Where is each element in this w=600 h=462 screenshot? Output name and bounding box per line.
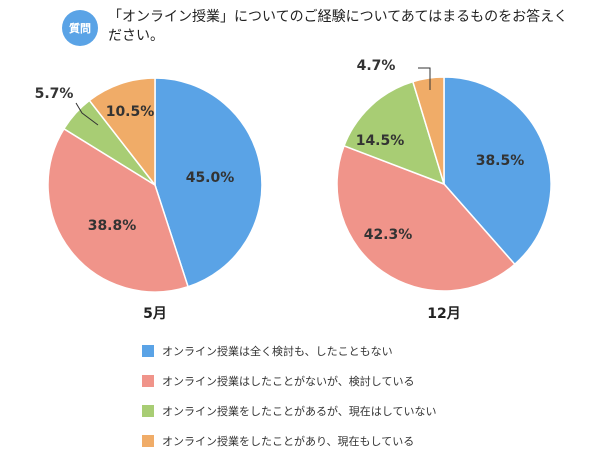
pie-1-label-1: 42.3% [364,227,413,243]
legend-label: オンライン授業をしたことがあるが、現在はしていない [162,405,437,418]
question-text: 「オンライン授業」についてのご経験についてあてはまるものをお答えください。 [108,9,568,44]
pie-1-slice-1 [336,144,516,292]
pie-0-label-2: 5.7% [35,86,74,102]
pie-1-slice-0 [443,76,552,266]
legend-swatch [142,345,154,357]
pie-0-slice-1 [47,127,190,293]
legend-item: オンライン授業はしたことがないが、検討している [142,372,436,390]
pie-1-slice-2 [343,80,446,186]
pie-1-label-2: 14.5% [356,133,405,149]
legend-item: オンライン授業をしたことがあるが、現在はしていない [142,402,436,420]
legend-label: オンライン授業をしたことがあり、現在もしている [162,435,415,448]
legend-swatch [142,405,154,417]
legend-label: オンライン授業はしたことがないが、検討している [162,375,415,388]
legend-swatch [142,435,154,447]
pie-0-label-1: 38.8% [88,218,137,234]
question-badge: 質問 [62,10,98,46]
pie-0-slice-0 [154,77,263,288]
legend-item: オンライン授業をしたことがあり、現在もしている [142,432,436,450]
pie-1-title: 12月 [427,306,460,322]
legend: オンライン授業は全く検討も、したこともないオンライン授業はしたことがないが、検討… [142,342,436,462]
pie-1-label-0: 38.5% [476,153,525,169]
pie-0-slice-3 [88,77,156,188]
pie-1-leader-3 [418,67,431,90]
legend-label: オンライン授業は全く検討も、したこともない [162,345,393,358]
legend-swatch [142,375,154,387]
pie-0-title: 5月 [143,306,167,322]
pie-0-leader-2 [75,102,99,126]
pie-1-slice-3 [411,76,445,185]
legend-item: オンライン授業は全く検討も、したこともない [142,342,436,360]
pie-1-label-3: 4.7% [357,58,396,74]
pie-0-label-3: 10.5% [106,104,155,120]
pie-0-label-0: 45.0% [186,170,235,186]
